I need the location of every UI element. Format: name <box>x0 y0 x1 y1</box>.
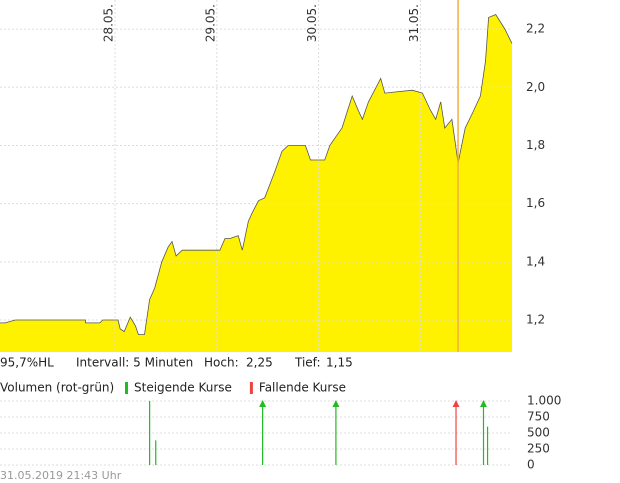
legend-label: Steigende Kurse <box>134 381 232 395</box>
y-tick-label: 2,2 <box>526 22 545 36</box>
overflow-arrow <box>452 400 460 407</box>
price-line <box>0 13 513 335</box>
y-tick-label: 0 <box>527 458 535 472</box>
x-tick-label: 29.05. <box>203 4 217 42</box>
info-low-label: Tief: <box>294 356 321 370</box>
overflow-arrow <box>259 400 267 407</box>
volume-title: Volumen (rot-grün) <box>0 381 114 395</box>
y-tick-label: 2,0 <box>526 80 545 94</box>
y-tick-label: 1,6 <box>526 196 545 210</box>
x-tick-label: 28.05. <box>102 4 116 42</box>
x-tick-label: 31.05. <box>407 4 421 42</box>
area <box>0 14 512 352</box>
y-tick-label: 1,8 <box>526 138 545 152</box>
y-tick-label: 750 <box>527 410 550 424</box>
x-tick-label: 30.05. <box>305 4 319 42</box>
overflow-arrow <box>332 400 340 407</box>
y-tick-label: 250 <box>527 442 550 456</box>
info-high: 2,25 <box>246 356 273 370</box>
y-tick-label: 500 <box>527 426 550 440</box>
info-range: 95,7%HL <box>0 356 54 370</box>
y-tick-label: 1,4 <box>526 254 545 268</box>
info-low: 1,15 <box>326 356 353 370</box>
info-high-label: Hoch: <box>204 356 239 370</box>
y-tick-label: 1,2 <box>526 313 545 327</box>
legend-swatch <box>125 382 128 394</box>
overflow-arrow <box>479 400 487 407</box>
legend-swatch <box>249 382 253 394</box>
info-interval: Intervall: 5 Minuten <box>76 356 193 370</box>
timestamp: 31.05.2019 21:43 Uhr <box>0 469 122 482</box>
legend-label: Fallende Kurse <box>259 381 346 395</box>
y-tick-label: 1.000 <box>527 394 561 408</box>
